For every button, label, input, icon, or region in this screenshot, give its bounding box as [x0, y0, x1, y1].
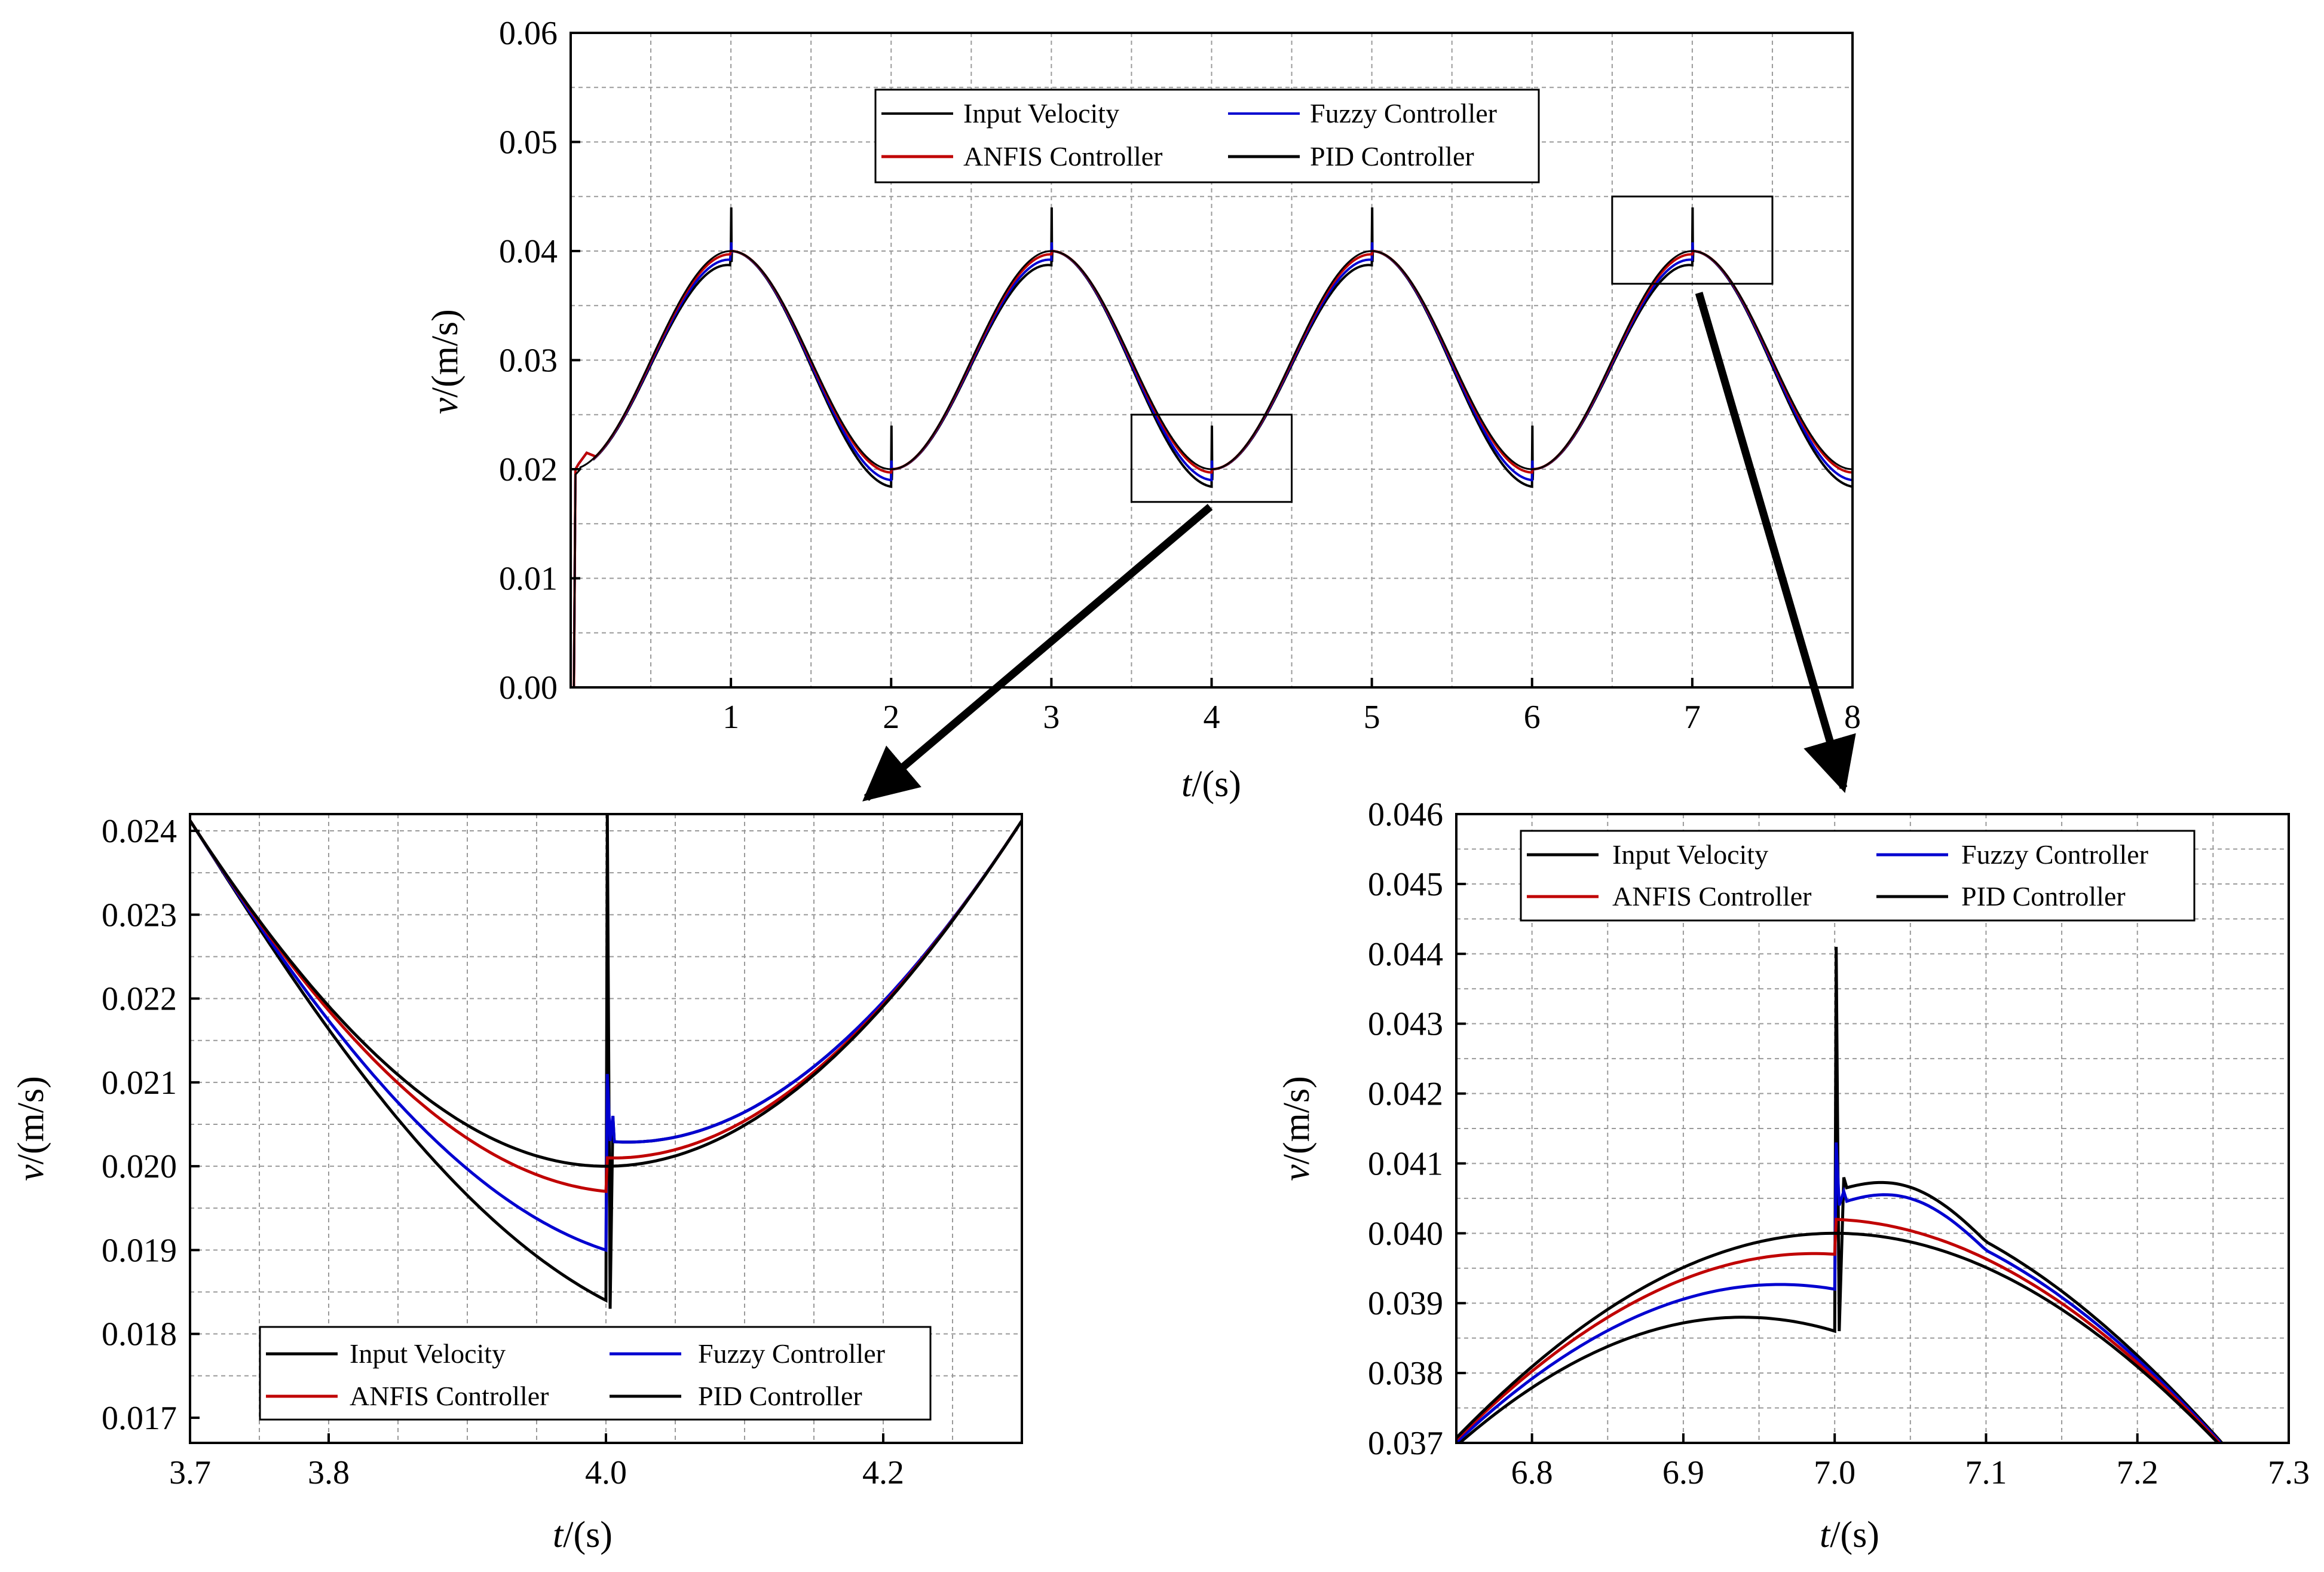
zoom-right-ylabel: v/(m/s): [1276, 1076, 1317, 1181]
main-xtick-label: 6: [1524, 699, 1541, 736]
zoom-right-plot-frame: [1455, 813, 2290, 1444]
main-ytick-label: 0.04: [499, 233, 558, 270]
fuzzy-controller-line: [1456, 1142, 2223, 1443]
zoom-right-ytick-label: 0.040: [1368, 1215, 1443, 1252]
main-chart: 1 2 3 4 5 6 7 8 0.00 0.01 0.02 0.03 0.04 0.05 0.06 v/(…: [425, 15, 1861, 805]
anfis-controller-line: [190, 819, 1019, 1193]
zoom-right-ytick-label: 0.044: [1368, 936, 1443, 973]
zoom-right-legend-box: [1520, 830, 2196, 922]
main-ytick-label: 0.06: [499, 15, 558, 52]
zoom-right-ytick-label: 0.038: [1368, 1355, 1443, 1392]
main-ytick-label: 0.02: [499, 451, 558, 488]
zoom-right-chart: 6.8 6.9 7.0 7.1 7.2 7.3 0.037 0.038 0.039 0.040 0.…: [1276, 796, 2310, 1555]
zoom-right-legend-label-anfis: ANFIS Controller: [1612, 881, 1812, 912]
main-zoom-boxes: [1130, 195, 1774, 503]
zoom-right-xtick-label: 7.1: [1965, 1454, 2007, 1491]
zoom-left-xtick-label: 4.0: [585, 1454, 627, 1491]
zoom-right-ytick-label: 0.039: [1368, 1285, 1443, 1322]
fuzzy-controller-line: [572, 242, 1853, 687]
zoom-right-ytick-label: 0.043: [1368, 1006, 1443, 1043]
input-velocity-line: [572, 250, 1853, 687]
zoom-left-legend-label-pid: PID Controller: [698, 1381, 862, 1411]
main-ticks: 1 2 3 4 5 6 7 8 0.00 0.01 0.02 0.03 0.04 0.05 0.06: [499, 15, 1861, 736]
zoom-right-xtick-label: 6.8: [1511, 1454, 1553, 1491]
main-ytick-label: 0.01: [499, 561, 558, 598]
arrow-to-right-zoom: [1695, 292, 1856, 793]
anfis-controller-line: [1456, 1218, 2222, 1443]
main-xtick-label: 4: [1204, 699, 1220, 736]
zoom-left-ytick-label: 0.024: [102, 813, 177, 850]
zoom-left-ytick-label: 0.023: [102, 897, 177, 934]
zoom-right-ticks: 6.8 6.9 7.0 7.1 7.2 7.3 0.037 0.038 0.039 0.040 0.…: [1368, 796, 2310, 1491]
zoom-left-ytick-label: 0.020: [102, 1148, 177, 1185]
zoom-right-ytick-label: 0.045: [1368, 866, 1443, 903]
main-legend-label-anfis: ANFIS Controller: [963, 141, 1163, 172]
main-lines: [572, 207, 1853, 687]
main-legend-box: [874, 88, 1540, 183]
zoom-left-xtick-label: 3.8: [308, 1454, 350, 1491]
zoom-right-legend-label-fuzzy: Fuzzy Controller: [1961, 839, 2148, 870]
zoom-right-ytick-label: 0.042: [1368, 1076, 1443, 1113]
main-ytick-label: 0.05: [499, 124, 558, 161]
zoom-left-legend-box: [259, 1326, 932, 1421]
zoom-right-xtick-label: 6.9: [1662, 1454, 1704, 1491]
zoom-left-ytick-label: 0.022: [102, 981, 177, 1018]
zoom-right-xtick-label: 7.3: [2268, 1454, 2310, 1491]
zoom-right-legend-label-pid: PID Controller: [1961, 881, 2126, 912]
arrow-to-left-zoom: [862, 504, 1213, 802]
main-legend-label-pid: PID Controller: [1310, 141, 1474, 172]
main-ylabel: v/(m/s): [425, 309, 466, 414]
zoom-right-legend-label-input: Input Velocity: [1612, 839, 1768, 870]
zoom-left-ytick-label: 0.017: [102, 1400, 177, 1437]
zoom-box-2: [1611, 195, 1774, 285]
zoom-left-xtick-label: 3.7: [169, 1454, 211, 1491]
fuzzy-controller-line: [190, 819, 1019, 1252]
input-velocity-line: [1456, 1231, 2220, 1443]
pid-controller-line: [190, 814, 1019, 1309]
zoom-left-ytick-label: 0.021: [102, 1065, 177, 1102]
main-xtick-label: 7: [1684, 699, 1701, 736]
zoom-right-ytick-label: 0.037: [1368, 1425, 1443, 1462]
main-ytick-label: 0.00: [499, 669, 558, 707]
zoom-left-xlabel: t/(s): [553, 1515, 613, 1555]
zoom-right-lines: [1456, 947, 2224, 1443]
input-velocity-line: [190, 819, 1022, 1168]
main-xtick-label: 5: [1364, 699, 1380, 736]
main-legend: Input Velocity Fuzzy Controller ANFIS Co…: [874, 88, 1540, 183]
zoom-right-xtick-label: 7.0: [1814, 1454, 1855, 1491]
zoom-right-xlabel: t/(s): [1820, 1515, 1879, 1555]
zoom-right-ytick-label: 0.041: [1368, 1145, 1443, 1182]
main-xtick-label: 1: [722, 699, 739, 736]
zoom-left-ticks: 3.7 3.8 4.0 4.2 0.017 0.018 0.019 0.020 0.021 0.0…: [102, 813, 904, 1491]
zoom-left-ytick-label: 0.019: [102, 1232, 177, 1269]
main-xtick-label: 3: [1043, 699, 1060, 736]
zoom-left-ylabel: v/(m/s): [11, 1076, 51, 1181]
zoom-left-chart: 3.7 3.8 4.0 4.2 0.017 0.018 0.019 0.020 0.021 0.0…: [11, 813, 1023, 1555]
zoom-box-1: [1130, 414, 1293, 503]
main-legend-label-fuzzy: Fuzzy Controller: [1310, 98, 1497, 129]
main-legend-label-input: Input Velocity: [963, 98, 1119, 129]
zoom-right-xtick-label: 7.2: [2117, 1454, 2158, 1491]
pid-controller-line: [572, 207, 1853, 687]
zoom-left-ytick-label: 0.018: [102, 1316, 177, 1353]
main-xtick-label: 2: [883, 699, 899, 736]
zoom-right-legend: Input Velocity Fuzzy Controller ANFIS Co…: [1520, 830, 2196, 922]
zoom-arrows: [862, 292, 1856, 802]
main-xlabel: t/(s): [1181, 764, 1241, 805]
zoom-left-legend: Input Velocity Fuzzy Controller ANFIS Co…: [259, 1326, 932, 1421]
zoom-right-ytick-label: 0.046: [1368, 796, 1443, 833]
main-xtick-label: 8: [1844, 699, 1861, 736]
zoom-left-xtick-label: 4.2: [862, 1454, 904, 1491]
zoom-left-lines: [190, 814, 1022, 1309]
zoom-left-legend-label-input: Input Velocity: [350, 1338, 506, 1369]
zoom-left-legend-label-fuzzy: Fuzzy Controller: [698, 1338, 885, 1369]
main-ytick-label: 0.03: [499, 342, 558, 380]
pid-controller-line: [1457, 947, 2224, 1443]
zoom-left-legend-label-anfis: ANFIS Controller: [350, 1381, 549, 1411]
